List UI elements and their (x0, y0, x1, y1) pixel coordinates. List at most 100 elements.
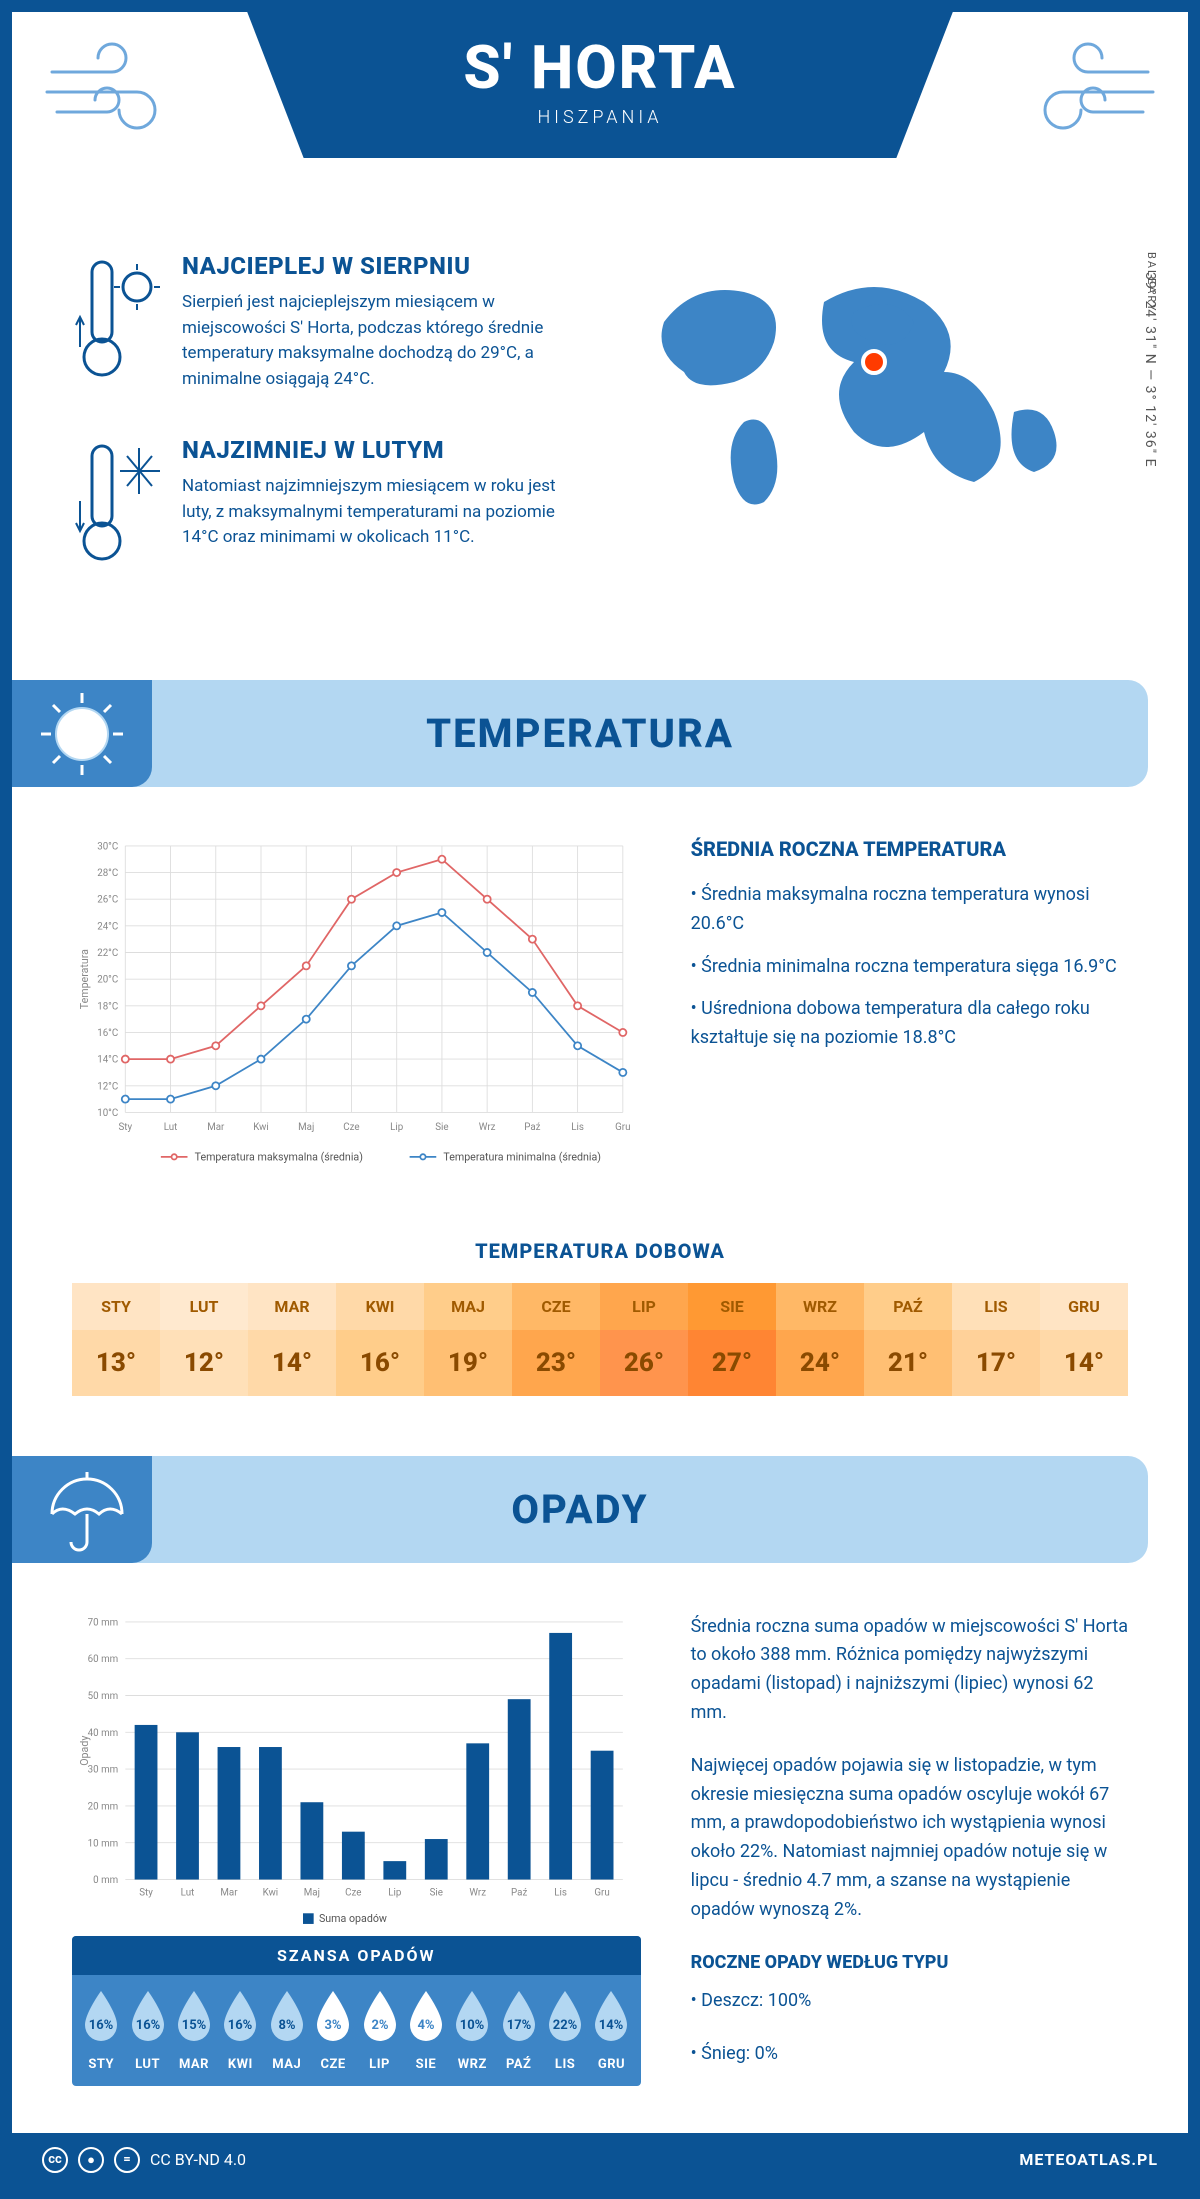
precip-p1: Średnia roczna suma opadów w miejscowośc… (691, 1613, 1128, 1728)
location-marker-icon (863, 351, 885, 373)
raindrop-icon: 16% (79, 1989, 123, 2043)
daily-cell: CZE23° (512, 1283, 600, 1396)
svg-text:0 mm: 0 mm (93, 1875, 118, 1886)
temp-bullet-0: • Średnia maksymalna roczna temperatura … (691, 881, 1128, 939)
cold-block: NAJZIMNIEJ W LUTYM Natomiast najzimniejs… (72, 436, 580, 580)
chance-cell: 16% LUT (124, 1989, 170, 2072)
chance-cell: 22% LIS (542, 1989, 588, 2072)
precip-p2: Najwięcej opadów pojawia się w listopadz… (691, 1752, 1128, 1925)
precip-section-banner: OPADY (12, 1456, 1148, 1563)
svg-text:10%: 10% (460, 2018, 485, 2033)
svg-text:24°C: 24°C (97, 921, 118, 932)
cold-title: NAJZIMNIEJ W LUTYM (182, 436, 580, 464)
svg-text:30°C: 30°C (97, 841, 118, 852)
svg-text:Kwi: Kwi (263, 1887, 279, 1898)
svg-text:22°C: 22°C (97, 948, 118, 959)
raindrop-icon: 2% (358, 1989, 402, 2043)
svg-text:28°C: 28°C (97, 868, 118, 879)
svg-text:17%: 17% (506, 2018, 531, 2033)
chance-cell: 15% MAR (171, 1989, 217, 2072)
svg-text:40 mm: 40 mm (88, 1727, 119, 1738)
footer: cc ● = CC BY-ND 4.0 METEOATLAS.PL (12, 2133, 1188, 2187)
daily-cell: GRU14° (1040, 1283, 1128, 1396)
svg-text:4%: 4% (417, 2018, 434, 2033)
svg-text:Sie: Sie (435, 1122, 448, 1133)
svg-text:Lip: Lip (390, 1122, 404, 1133)
raindrop-icon: 10% (450, 1989, 494, 2043)
thermometer-cold-icon (72, 436, 162, 580)
license-text: CC BY-ND 4.0 (150, 2150, 246, 2169)
intro-text-column: NAJCIEPLEJ W SIERPNIU Sierpień jest najc… (72, 252, 580, 620)
precip-info: Średnia roczna suma opadów w miejscowośc… (691, 1613, 1128, 2093)
svg-text:Temperatura maksymalna (średni: Temperatura maksymalna (średnia) (195, 1150, 363, 1163)
svg-text:Mar: Mar (207, 1122, 225, 1133)
precip-chart: 0 mm10 mm20 mm30 mm40 mm50 mm60 mm70 mmO… (72, 1613, 641, 1933)
chance-cell: 2% LIP (356, 1989, 402, 2072)
world-map-icon (620, 252, 1128, 532)
raindrop-icon: 3% (311, 1989, 355, 2043)
daily-cell: LIS17° (952, 1283, 1040, 1396)
svg-text:Mar: Mar (220, 1887, 238, 1898)
map-column: BALEARY 39° 24' 31" N — 3° 12' 36" E (620, 252, 1128, 620)
raindrop-icon: 14% (589, 1989, 633, 2043)
chance-box: SZANSA OPADÓW 16% STY 16% LUT 15% MAR 16… (72, 1936, 641, 2086)
svg-text:14°C: 14°C (97, 1055, 118, 1066)
daily-cell: LUT12° (160, 1283, 248, 1396)
coordinates: 39° 24' 31" N — 3° 12' 36" E (1142, 272, 1158, 468)
raindrop-icon: 4% (404, 1989, 448, 2043)
svg-text:Wrz: Wrz (479, 1122, 496, 1133)
svg-text:Sty: Sty (118, 1122, 132, 1133)
svg-text:20 mm: 20 mm (88, 1801, 119, 1812)
svg-text:Wrz: Wrz (469, 1887, 486, 1898)
sun-icon (12, 680, 152, 787)
svg-text:16%: 16% (89, 2018, 114, 2033)
svg-text:Temperatura: Temperatura (78, 949, 91, 1009)
svg-text:12°C: 12°C (97, 1081, 118, 1092)
svg-text:Suma opadów: Suma opadów (319, 1912, 387, 1925)
cc-icon: cc (42, 2147, 68, 2173)
hot-title: NAJCIEPLEJ W SIERPNIU (182, 252, 580, 280)
header: S' HORTA HISZPANIA (12, 12, 1188, 212)
title-banner: S' HORTA HISZPANIA (247, 12, 953, 158)
svg-text:Sie: Sie (430, 1887, 443, 1898)
daily-cell: WRZ24° (776, 1283, 864, 1396)
svg-text:Lip: Lip (388, 1887, 402, 1898)
thermometer-hot-icon (72, 252, 162, 396)
precip-type-title: ROCZNE OPADY WEDŁUG TYPU (691, 1949, 1128, 1978)
raindrop-icon: 17% (497, 1989, 541, 2043)
svg-text:Maj: Maj (298, 1122, 314, 1133)
svg-text:Paź: Paź (511, 1887, 527, 1898)
svg-text:18°C: 18°C (97, 1001, 118, 1012)
page-title: S' HORTA (327, 32, 873, 103)
hot-body: Sierpień jest najcieplejszym miesiącem w… (182, 290, 580, 392)
chance-cell: 16% STY (78, 1989, 124, 2072)
temperature-chart: 10°C12°C14°C16°C18°C20°C22°C24°C26°C28°C… (72, 837, 641, 1179)
svg-text:30 mm: 30 mm (88, 1764, 119, 1775)
chance-cell: 14% GRU (588, 1989, 634, 2072)
svg-text:60 mm: 60 mm (88, 1654, 119, 1665)
svg-text:70 mm: 70 mm (88, 1617, 119, 1628)
svg-text:20°C: 20°C (97, 975, 118, 986)
daily-cell: PAŹ21° (864, 1283, 952, 1396)
temp-bullet-2: • Uśredniona dobowa temperatura dla całe… (691, 995, 1128, 1053)
chance-cell: 3% CZE (310, 1989, 356, 2072)
temp-bullet-1: • Średnia minimalna roczna temperatura s… (691, 953, 1128, 982)
svg-text:Gru: Gru (594, 1887, 609, 1898)
wind-icon-left (42, 42, 182, 146)
precip-section-title: OPADY (511, 1486, 648, 1533)
svg-text:Lut: Lut (181, 1887, 195, 1898)
infographic-frame: S' HORTA HISZPANIA NAJCIEPLEJ W SIERPNIU… (0, 0, 1200, 2199)
cold-body: Natomiast najzimniejszym miesiącem w rok… (182, 474, 580, 551)
daily-temp-title: TEMPERATURA DOBOWA (12, 1239, 1188, 1263)
page-subtitle: HISZPANIA (327, 107, 873, 128)
by-icon: ● (78, 2147, 104, 2173)
svg-text:2%: 2% (371, 2018, 388, 2033)
svg-text:Paź: Paź (524, 1122, 540, 1133)
daily-cell: SIE27° (688, 1283, 776, 1396)
precip-left-column: 0 mm10 mm20 mm30 mm40 mm50 mm60 mm70 mmO… (72, 1613, 641, 2093)
chance-cell: 16% KWI (217, 1989, 263, 2072)
svg-text:Temperatura minimalna (średnia: Temperatura minimalna (średnia) (443, 1150, 601, 1163)
svg-text:Opady: Opady (78, 1735, 91, 1765)
daily-temp-table: STY13°LUT12°MAR14°KWI16°MAJ19°CZE23°LIP2… (72, 1283, 1128, 1396)
svg-text:16°C: 16°C (97, 1028, 118, 1039)
